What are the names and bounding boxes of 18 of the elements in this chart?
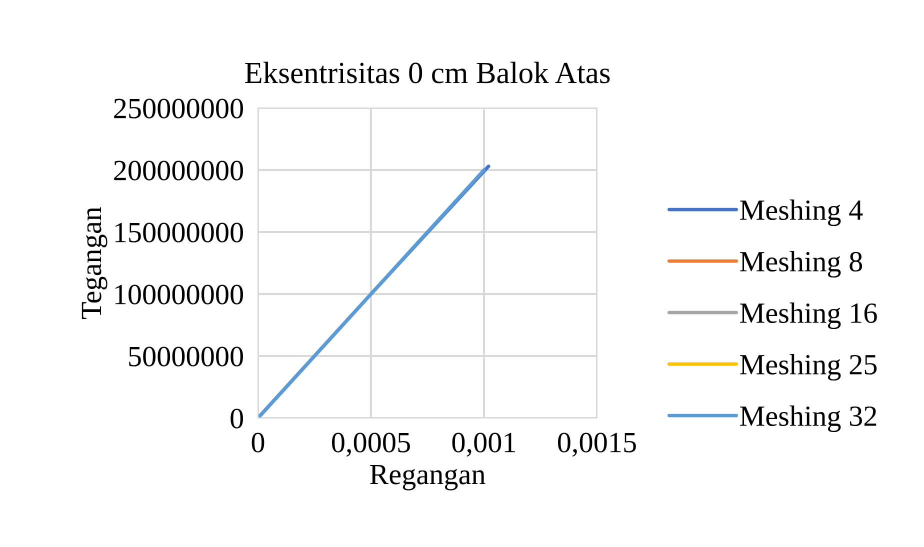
legend-label: Meshing 16 — [740, 302, 877, 330]
y-tick-label: 200000000 — [114, 160, 243, 180]
legend-label: Meshing 4 — [740, 200, 863, 226]
legend-label: Meshing 8 — [740, 251, 862, 278]
chart-title: Eksentrisitas 0 cm Balok Atas — [245, 62, 610, 84]
x-axis-title: Regangan — [370, 464, 486, 490]
y-tick-label: 150000000 — [115, 222, 243, 242]
y-tick-label: 0 — [230, 408, 243, 428]
y-tick-label: 100000000 — [115, 284, 243, 304]
legend-label: Meshing 32 — [740, 406, 876, 432]
x-tick-label: 0,0015 — [558, 432, 636, 457]
y-tick-label: 50000000 — [129, 346, 243, 366]
legend-label: Meshing 25 — [740, 354, 877, 381]
x-tick-label: 0,0005 — [332, 432, 410, 457]
y-axis-title: Tegangan — [82, 206, 108, 319]
y-tick-label: 250000000 — [114, 98, 243, 118]
x-tick-label: 0,001 — [452, 432, 516, 457]
x-tick-label: 0 — [252, 432, 264, 452]
